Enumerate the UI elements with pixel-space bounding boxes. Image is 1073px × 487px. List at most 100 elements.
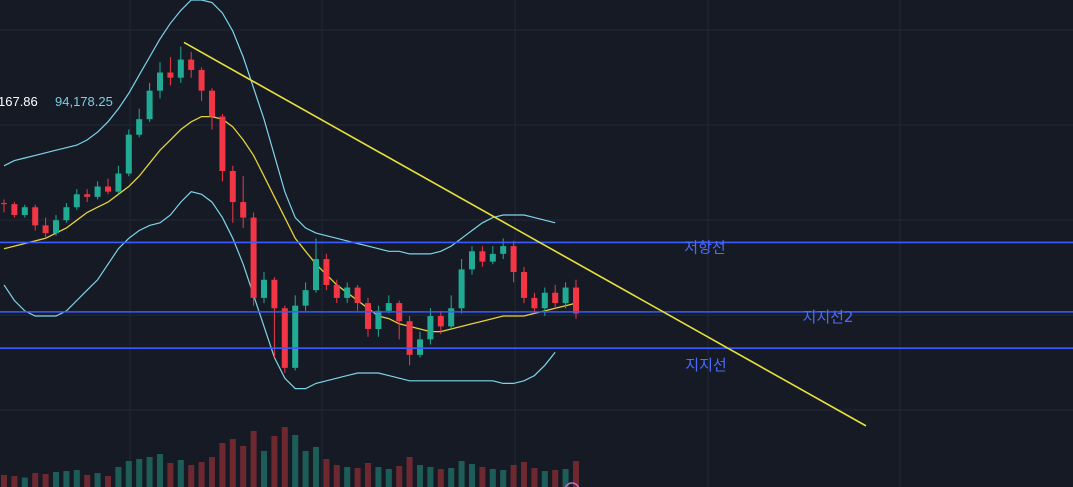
candle-body <box>417 339 423 355</box>
candle-body <box>1 203 7 205</box>
candle-body <box>209 90 215 117</box>
candle-body <box>313 259 319 291</box>
candle-body <box>261 279 267 298</box>
volume-bar <box>562 469 569 487</box>
candle-body <box>21 207 28 216</box>
volume-bar <box>271 436 278 487</box>
volume-bar <box>396 466 403 487</box>
candle-body <box>365 303 371 329</box>
candle-body <box>240 202 247 218</box>
candle-body <box>448 308 455 327</box>
volume-bar <box>53 472 59 487</box>
volume-bar <box>417 465 423 487</box>
trendline-layer[interactable] <box>183 41 867 427</box>
volume-bar <box>531 468 538 487</box>
level-label: 저항선 <box>684 238 725 256</box>
bollinger-bands <box>3 0 577 390</box>
candle-body <box>73 194 80 208</box>
volume-bar <box>250 431 257 487</box>
candle-body <box>84 194 91 197</box>
candle-body <box>510 246 517 272</box>
candle-body <box>292 305 299 368</box>
volume-bar <box>198 462 205 487</box>
candle-body <box>437 316 444 327</box>
volume-bar <box>489 469 496 487</box>
volume-bar <box>94 473 101 487</box>
candle-body <box>385 303 392 311</box>
candle-body <box>521 271 527 298</box>
volume-bar <box>313 447 319 487</box>
volume-bar <box>292 435 299 487</box>
candle-body <box>105 186 111 192</box>
candle-body <box>63 207 70 221</box>
volume-bar <box>354 468 361 487</box>
horizontal-levels[interactable] <box>0 241 1073 349</box>
volume-bar <box>458 461 465 487</box>
volume-bar <box>281 427 288 487</box>
volume-bar <box>333 465 340 487</box>
candles <box>1 46 579 374</box>
volume-bar <box>437 469 444 487</box>
volume-bar <box>500 470 507 487</box>
candle-body <box>427 316 434 340</box>
candle-body <box>188 59 195 70</box>
candle-body <box>136 119 143 135</box>
candle-body <box>167 72 174 78</box>
candle-body <box>489 253 496 262</box>
volume-bar <box>11 476 18 487</box>
volume-bar <box>510 465 517 487</box>
volume-bar <box>302 451 309 487</box>
candle-body <box>271 279 278 309</box>
volume-bar <box>167 463 174 487</box>
volume-bar <box>84 475 91 487</box>
volume-bar <box>188 465 195 487</box>
volume-bar <box>73 470 80 487</box>
legend-value-1: 167.86 <box>0 94 38 109</box>
volume-bar <box>146 457 153 487</box>
volume-bar <box>229 439 236 487</box>
bollinger-lower-band <box>3 191 556 390</box>
candle-body <box>552 292 559 304</box>
legend-value-2: 94,178.25 <box>55 94 113 109</box>
volume-bar <box>42 474 49 487</box>
volume-bar <box>105 476 111 487</box>
volume-bar <box>552 470 559 487</box>
candle-body <box>11 204 18 216</box>
volume-bar <box>469 464 475 487</box>
volume-bar <box>427 467 434 487</box>
candle-body <box>177 59 184 78</box>
candle-body <box>125 134 132 174</box>
volume-bar <box>573 461 579 487</box>
candle-body <box>479 251 486 262</box>
candle-body <box>198 69 205 91</box>
cursor-marker <box>564 482 580 487</box>
level-label: 지지선 <box>685 356 726 374</box>
trendline[interactable] <box>183 41 867 427</box>
volume-bar <box>479 467 486 487</box>
candle-body <box>406 321 413 355</box>
candle-body <box>157 72 163 91</box>
candle-body <box>344 287 351 298</box>
candle-body <box>458 269 465 309</box>
candle-body <box>250 217 257 298</box>
volume-bar <box>375 467 382 487</box>
volume-bar <box>115 467 122 487</box>
bollinger-upper-band <box>3 0 556 255</box>
candle-body <box>541 292 548 309</box>
candle-body <box>219 116 226 171</box>
candle-body <box>323 259 330 285</box>
volume-bar <box>448 468 455 487</box>
volume-bar <box>157 454 163 487</box>
volume-bars <box>1 427 579 487</box>
candle-body <box>229 170 236 203</box>
candle-body <box>531 297 538 309</box>
moving-average-line <box>3 115 577 333</box>
candle-body <box>94 186 101 197</box>
candle-body <box>333 284 340 298</box>
volume-bar <box>521 462 527 487</box>
